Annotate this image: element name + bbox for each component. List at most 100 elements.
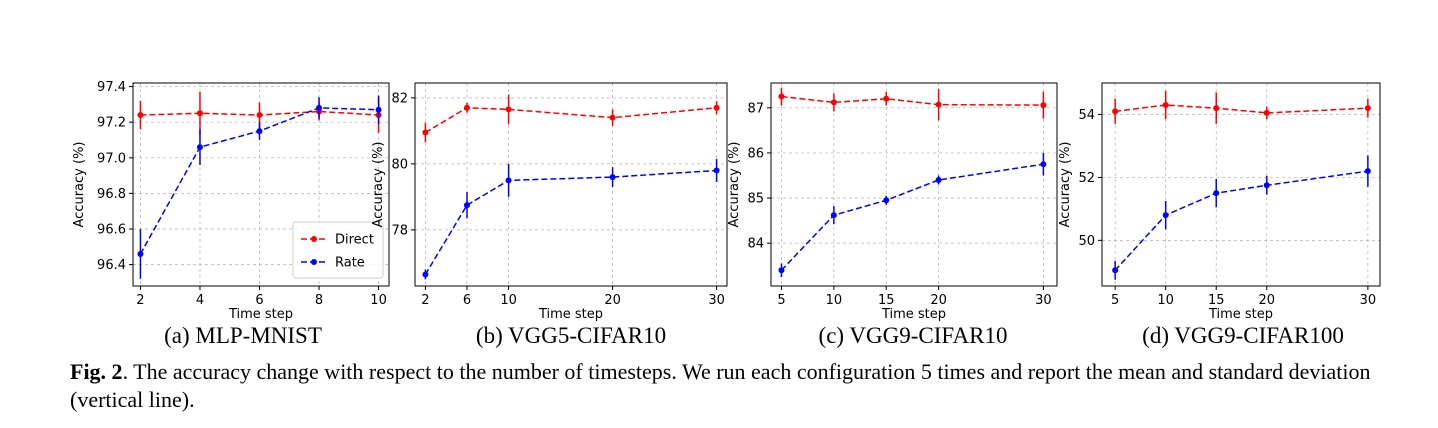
plot-frame <box>132 82 390 287</box>
legend: Direct Rate <box>292 221 384 279</box>
chart-vgg9-cifar10: 5 10 15 20 30 84 85 86 87 Time step Accuracy (%) <box>727 82 1058 322</box>
x-tick-label: 5 <box>777 293 785 308</box>
data-point-rate <box>1364 168 1371 175</box>
y-tick-label: 96.8 <box>97 187 126 202</box>
x-tick-label: 30 <box>1360 293 1377 308</box>
data-point-direct <box>196 110 203 117</box>
data-point-direct <box>1213 105 1220 112</box>
data-point-rate <box>1040 161 1047 168</box>
data-point-rate <box>422 271 429 278</box>
data-point-direct <box>1040 102 1047 109</box>
y-tick-label: 97.4 <box>97 80 126 95</box>
subplot-vgg9-cifar10: 5 10 15 20 30 84 85 86 87 Time step Accuracy (%) <box>727 70 1060 322</box>
data-point-direct <box>464 104 470 111</box>
y-tick-label: 97.0 <box>97 151 126 166</box>
data-point-rate <box>505 177 512 184</box>
plot-frame <box>414 82 728 287</box>
data-point-direct <box>1162 102 1169 109</box>
y-tick-label: 82 <box>391 91 408 106</box>
data-point-direct <box>505 106 512 113</box>
chart-vgg9-cifar100: 5 10 15 20 30 50 52 54 Time step Accuracy (%) <box>1058 82 1381 322</box>
legend-marker-rate <box>311 259 317 265</box>
legend-marker-direct <box>311 236 317 242</box>
legend-label-rate: Rate <box>335 256 365 271</box>
x-tick-label: 10 <box>826 293 843 308</box>
data-point-rate <box>883 197 890 204</box>
x-tick-label: 30 <box>1035 293 1052 308</box>
x-tick-label: 2 <box>136 293 144 308</box>
y-tick-label: 78 <box>391 223 408 238</box>
data-point-rate <box>609 174 616 181</box>
data-point-rate <box>196 144 203 151</box>
figure-caption-label: Fig. 2 <box>70 359 123 384</box>
x-tick-label: 6 <box>255 293 263 308</box>
plot-frame <box>1101 82 1381 287</box>
data-point-rate <box>464 202 470 209</box>
x-tick-label: 6 <box>463 293 471 308</box>
data-point-rate <box>935 176 942 183</box>
x-tick-label: 20 <box>604 293 621 308</box>
x-tick-label: 20 <box>930 293 947 308</box>
subcaption-a: (a) MLP-MNIST <box>164 323 322 348</box>
data-point-direct <box>1112 108 1119 115</box>
series-line-rate <box>780 163 1044 271</box>
data-point-direct <box>883 95 890 102</box>
data-point-direct <box>1263 109 1270 116</box>
figure-caption-text: . The accuracy change with respect to th… <box>70 359 1371 412</box>
data-point-rate <box>1263 182 1270 189</box>
y-axis-label: Accuracy (%) <box>371 142 386 228</box>
y-tick-label: 80 <box>391 157 408 172</box>
data-point-rate <box>1213 190 1220 197</box>
x-tick-label: 10 <box>500 293 517 308</box>
subplot-vgg5-cifar10: 2 6 10 20 30 78 80 82 Time step Accuracy (%) <box>371 70 730 322</box>
y-axis-label: Accuracy (%) <box>727 142 742 228</box>
series-line-rate <box>1114 170 1368 271</box>
x-tick-label: 4 <box>196 293 204 308</box>
x-tick-label: 30 <box>708 293 725 308</box>
x-tick-label: 10 <box>1157 293 1174 308</box>
data-point-rate <box>137 250 144 257</box>
x-axis-label: Time step <box>881 307 946 322</box>
series-line-direct <box>1115 104 1368 114</box>
data-point-direct <box>713 104 720 111</box>
data-point-direct <box>778 93 785 100</box>
x-axis-label: Time step <box>228 307 293 322</box>
data-point-rate <box>1162 212 1169 219</box>
subcaption-d: (d) VGG9-CIFAR100 <box>1142 323 1344 348</box>
figure-caption: Fig. 2. The accuracy change with respect… <box>70 358 1380 414</box>
x-tick-label: 15 <box>878 293 895 308</box>
x-tick-label: 20 <box>1259 293 1276 308</box>
subplot-mlp-mnist: 2 4 6 8 10 96.4 96.6 96.8 97.0 97.2 97.4 Time step A… <box>70 70 395 322</box>
y-tick-label: 87 <box>747 101 764 116</box>
data-point-rate <box>256 128 263 135</box>
y-tick-label: 54 <box>1078 108 1095 123</box>
y-tick-label: 84 <box>747 237 764 252</box>
data-point-rate <box>316 104 323 111</box>
x-tick-label: 15 <box>1208 293 1225 308</box>
y-tick-label: 52 <box>1078 171 1095 186</box>
series-line-direct <box>781 95 1044 106</box>
x-tick-label: 5 <box>1111 293 1119 308</box>
plot-frame <box>770 82 1058 287</box>
series-line-direct <box>425 106 717 134</box>
data-point-direct <box>935 101 942 108</box>
data-point-direct <box>137 112 144 119</box>
x-tick-label: 2 <box>421 293 429 308</box>
data-point-direct <box>422 129 429 136</box>
y-tick-label: 96.4 <box>97 258 126 273</box>
y-axis-label: Accuracy (%) <box>72 142 87 228</box>
data-point-rate <box>1112 267 1119 274</box>
y-tick-label: 97.2 <box>97 116 126 131</box>
chart-vgg5-cifar10: 2 6 10 20 30 78 80 82 Time step Accuracy (%) <box>371 82 728 322</box>
y-tick-label: 86 <box>747 146 764 161</box>
data-point-direct <box>1364 105 1371 112</box>
x-axis-label: Time step <box>1208 307 1273 322</box>
subplot-vgg9-cifar100: 5 10 15 20 30 50 52 54 Time step Accuracy (%) <box>1058 70 1390 322</box>
y-tick-label: 85 <box>747 192 764 207</box>
subcaption-b: (b) VGG5-CIFAR10 <box>475 323 667 348</box>
x-tick-label: 8 <box>315 293 323 308</box>
data-point-rate <box>375 106 382 113</box>
data-point-direct <box>256 112 263 119</box>
data-point-direct <box>609 114 616 121</box>
